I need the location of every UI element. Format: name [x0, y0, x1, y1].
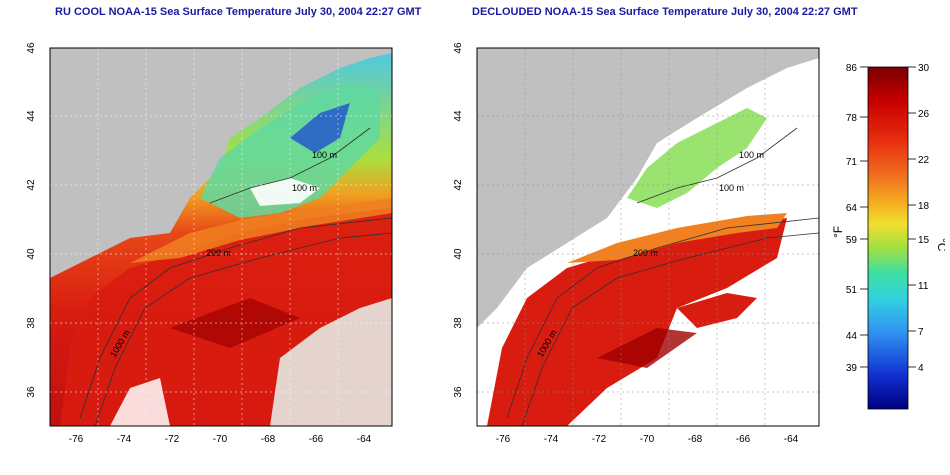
fahrenheit-tick: 59 [846, 235, 858, 246]
land-area [477, 48, 819, 328]
fahrenheit-unit-label: °F [831, 226, 845, 238]
y-tick-label: 38 [26, 317, 37, 329]
contour-label: 200 m [633, 248, 658, 258]
y-tick-label: 42 [453, 179, 464, 191]
fahrenheit-tick: 44 [846, 331, 858, 342]
temperature-colorbar: 86 78 71 64 59 51 44 39 30 26 22 18 15 1… [831, 63, 945, 410]
warm-water-region [487, 218, 787, 426]
celsius-tick: 11 [918, 281, 929, 292]
graticule [50, 48, 392, 426]
x-tick-label: -76 [69, 434, 84, 445]
x-tick-label: -66 [309, 434, 324, 445]
graticule [477, 48, 819, 426]
x-tick-label: -74 [117, 434, 132, 445]
fahrenheit-tick: 78 [846, 113, 858, 124]
celsius-tick: 26 [918, 109, 930, 120]
y-tick-label: 36 [453, 386, 464, 398]
x-tick-label: -64 [357, 434, 372, 445]
x-tick-label: -70 [213, 434, 228, 445]
celsius-tick: 22 [918, 155, 930, 166]
y-tick-label: 46 [453, 42, 464, 54]
left-map-title: RU COOL NOAA-15 Sea Surface Temperature … [55, 6, 422, 18]
gulf-of-maine-cool-water [627, 108, 767, 208]
y-tick-label: 36 [26, 386, 37, 398]
plot-border [476, 47, 820, 427]
x-tick-label: -68 [688, 434, 703, 445]
plot-border [49, 47, 393, 427]
contour-label: 100 m [739, 150, 764, 160]
right-map-title: DECLOUDED NOAA-15 Sea Surface Temperatur… [472, 6, 858, 18]
x-tick-label: -76 [496, 434, 511, 445]
contour-label: 100 m [719, 183, 744, 193]
contour-label: 100 m [312, 150, 337, 160]
fahrenheit-tick: 64 [846, 203, 858, 214]
y-tick-label: 44 [453, 110, 464, 122]
celsius-tick: 4 [918, 363, 924, 374]
right-sst-map: 100 m 100 m 200 m 1000 m -76 -74 -72 -70… [453, 42, 820, 445]
celsius-tick: 7 [918, 327, 924, 338]
bathymetry-contour [94, 232, 393, 427]
y-tick-label: 46 [26, 42, 37, 54]
bathymetry-contour [506, 217, 820, 419]
shelf-front [567, 213, 787, 263]
bathymetry-contour [79, 217, 393, 419]
warm-water-patch [677, 293, 757, 328]
cloud-patch-south [110, 378, 170, 426]
x-tick-label: -70 [640, 434, 655, 445]
celsius-tick: 30 [918, 63, 930, 74]
cold-patch [290, 103, 350, 153]
y-tick-label: 38 [453, 317, 464, 329]
cloud-patch-southeast [270, 298, 392, 426]
x-tick-label: -68 [261, 434, 276, 445]
y-tick-label: 40 [26, 248, 37, 260]
y-tick-label: 42 [26, 179, 37, 191]
celsius-tick: 18 [918, 201, 930, 212]
y-tick-label: 40 [453, 248, 464, 260]
fahrenheit-tick: 71 [846, 157, 858, 168]
celsius-unit-label: °C [935, 238, 945, 252]
y-tick-label: 44 [26, 110, 37, 122]
contour-label: 100 m [292, 183, 317, 193]
left-sst-map: 100 m 100 m 200 m 1000 m -76 -74 -72 -70… [26, 42, 393, 445]
shelf-front [130, 198, 392, 263]
contour-label: 200 m [206, 248, 231, 258]
bathymetry-contour [521, 232, 820, 427]
fahrenheit-tick: 39 [846, 363, 858, 374]
cloud-patch-gulf [250, 178, 320, 206]
x-tick-label: -66 [736, 434, 751, 445]
dark-core-region [597, 328, 697, 368]
x-tick-label: -72 [592, 434, 607, 445]
celsius-tick: 15 [918, 235, 930, 246]
x-tick-label: -74 [544, 434, 559, 445]
x-tick-label: -72 [165, 434, 180, 445]
fahrenheit-tick: 86 [846, 63, 858, 74]
x-tick-label: -64 [784, 434, 799, 445]
colorbar-gradient [867, 66, 909, 410]
fahrenheit-tick: 51 [846, 285, 858, 296]
